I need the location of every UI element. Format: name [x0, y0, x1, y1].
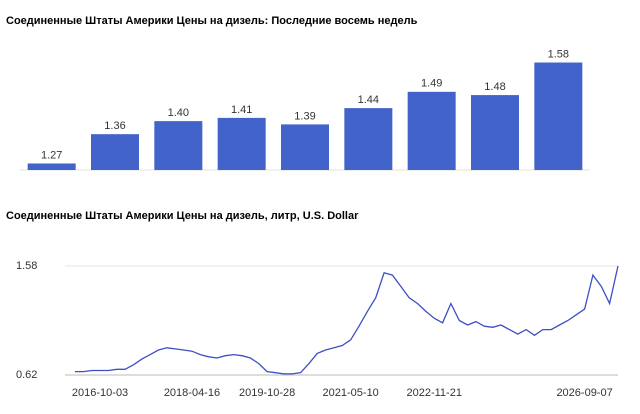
x-tick-label: 2021-05-10 [323, 387, 379, 399]
bar [471, 95, 519, 170]
value-label: 1.41 [231, 104, 252, 116]
bar [27, 163, 76, 170]
value-label: 1.49 [421, 78, 442, 90]
bar [91, 134, 139, 170]
x-tick-label: 2022-11-21 [406, 387, 461, 399]
bar [534, 62, 583, 171]
x-tick-label: 2018-04-16 [164, 387, 220, 399]
line-chart-title: Соединенные Штаты Америки Цены на дизель… [6, 210, 359, 222]
x-tick-label: 2016-10-03 [72, 387, 128, 399]
value-label: 1.36 [104, 120, 125, 132]
y-tick-label: 0.62 [16, 369, 37, 381]
value-label: 1.48 [484, 81, 505, 93]
bar [344, 108, 393, 170]
value-label: 1.40 [168, 107, 189, 119]
bar [154, 121, 203, 170]
x-tick-label: 2019-10-28 [239, 387, 295, 399]
bar-chart-title: Соединенные Штаты Америки Цены на дизель… [6, 15, 418, 27]
value-label: 1.58 [548, 48, 569, 60]
x-tick-label: 2026-09-07 [556, 387, 612, 399]
bar [407, 91, 456, 170]
bar [217, 117, 266, 170]
y-tick-label: 1.58 [16, 260, 37, 272]
value-label: 1.39 [294, 110, 315, 122]
bar [281, 124, 329, 170]
value-label: 1.44 [358, 94, 379, 106]
line-series [75, 265, 619, 375]
value-label: 1.27 [41, 149, 62, 161]
